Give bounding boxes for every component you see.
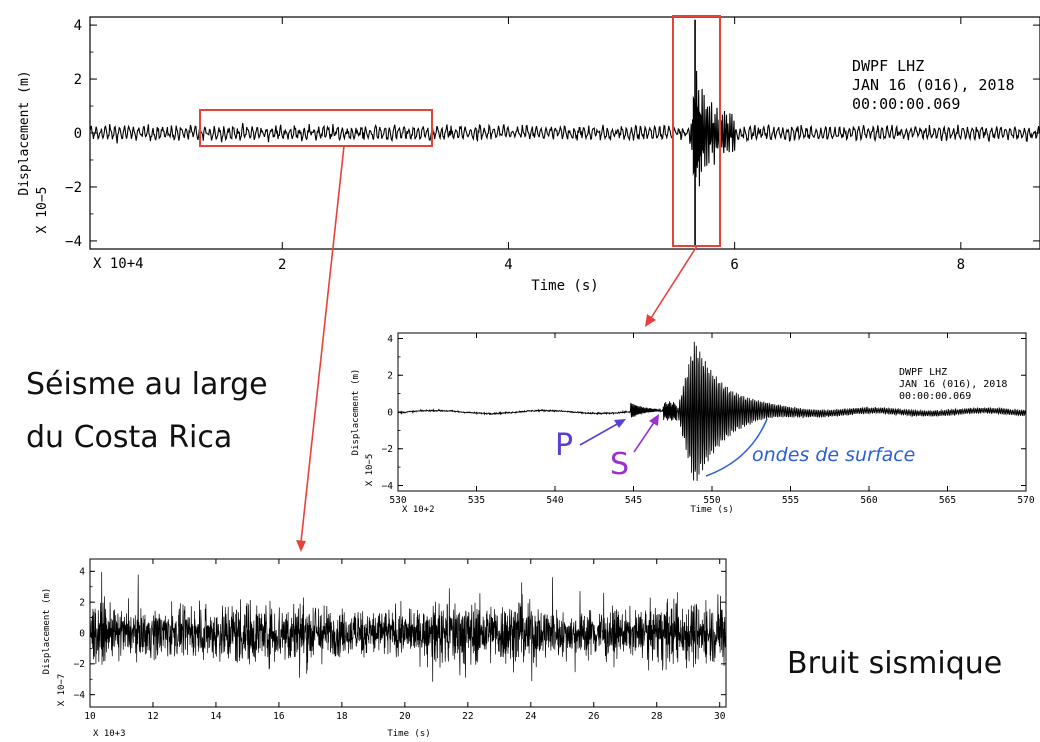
x-tick-label: 540 bbox=[546, 495, 563, 506]
y-tick-label: 2 bbox=[74, 72, 82, 88]
x-tick-label: 555 bbox=[782, 495, 799, 506]
s-wave-arrowhead bbox=[649, 414, 659, 426]
top-chart-ticks: −4 −2 0 2 4 2 4 6 8 bbox=[65, 17, 1040, 273]
top-chart-xlabel: Time (s) bbox=[531, 278, 598, 294]
p-wave-arrowhead bbox=[614, 419, 626, 428]
top-trace-line bbox=[89, 70, 1040, 187]
top-seismogram-chart: −4 −2 0 2 4 2 4 6 8 Displacement (m) X 10−5 X 10… bbox=[17, 15, 1040, 294]
x-tick-label: 560 bbox=[860, 495, 877, 506]
x-tick-label: 10 bbox=[84, 711, 96, 722]
top-chart-header-station: DWPF LHZ bbox=[852, 57, 924, 75]
noise-connector-arrowhead bbox=[296, 540, 306, 552]
connector-arrows bbox=[296, 145, 698, 552]
x-tick-label: 550 bbox=[703, 495, 720, 506]
y-tick-label: 2 bbox=[387, 371, 393, 382]
noise-trace-line bbox=[89, 571, 727, 682]
s-wave-label: S bbox=[610, 447, 629, 482]
y-tick-label: 4 bbox=[79, 567, 85, 578]
x-tick-label: 14 bbox=[210, 711, 222, 722]
y-tick-label: −4 bbox=[382, 481, 394, 492]
zoom-chart-trace bbox=[397, 341, 1027, 481]
noise-chart-xlabel: Time (s) bbox=[387, 729, 430, 739]
quake-connector-line bbox=[650, 245, 698, 319]
x-tick-label: 8 bbox=[957, 257, 965, 273]
y-tick-label: 4 bbox=[387, 334, 393, 345]
x-tick-label: 16 bbox=[273, 711, 285, 722]
zoom-chart-x-multiplier: X 10+2 bbox=[402, 505, 435, 515]
y-tick-label: −2 bbox=[65, 180, 82, 196]
zoomed-seismogram-chart: −4 −2 0 2 4 530 535 540 545 550 555 560 565 570 Displ… bbox=[351, 332, 1035, 515]
noise-highlight-box bbox=[199, 109, 433, 147]
p-wave-label: P bbox=[555, 428, 573, 463]
zoom-chart-ylabel: Displacement (m) bbox=[351, 369, 361, 456]
top-trace-burst bbox=[692, 95, 703, 177]
earthquake-caption-line1: Séisme au large bbox=[26, 367, 268, 402]
x-tick-label: 26 bbox=[588, 711, 600, 722]
y-tick-label: 0 bbox=[387, 407, 393, 418]
zoom-chart-y-multiplier: X 10−5 bbox=[365, 454, 375, 487]
p-wave-arrow bbox=[579, 422, 620, 446]
noise-caption: Bruit sismique bbox=[787, 646, 1002, 681]
y-tick-label: −4 bbox=[74, 690, 86, 701]
top-chart-ylabel: Displacement (m) bbox=[17, 70, 32, 195]
zoom-trace-line bbox=[397, 341, 1027, 481]
y-tick-label: −4 bbox=[65, 234, 82, 250]
surface-wave-label: ondes de surface bbox=[752, 444, 915, 466]
x-tick-label: 12 bbox=[147, 711, 158, 722]
x-tick-label: 24 bbox=[525, 711, 537, 722]
earthquake-caption-line2: du Costa Rica bbox=[26, 420, 232, 455]
x-tick-label: 4 bbox=[504, 257, 512, 273]
s-wave-arrow bbox=[633, 420, 656, 453]
zoom-chart-header-station: DWPF LHZ bbox=[899, 367, 947, 378]
noise-chart-y-multiplier: X 10−7 bbox=[57, 674, 67, 707]
noise-chart-x-multiplier: X 10+3 bbox=[93, 729, 126, 739]
x-tick-label: 565 bbox=[939, 495, 956, 506]
noise-chart-trace bbox=[89, 571, 727, 682]
x-tick-label: 6 bbox=[730, 257, 738, 273]
x-tick-label: 570 bbox=[1017, 495, 1034, 506]
zoom-chart-header-date: JAN 16 (016), 2018 bbox=[899, 379, 1007, 390]
quake-connector-arrowhead bbox=[645, 314, 656, 327]
x-tick-label: 545 bbox=[625, 495, 642, 506]
y-tick-label: 0 bbox=[79, 628, 85, 639]
top-chart-y-multiplier: X 10−5 bbox=[35, 187, 50, 234]
x-tick-label: 30 bbox=[714, 711, 726, 722]
x-tick-label: 530 bbox=[389, 495, 406, 506]
y-tick-label: 4 bbox=[74, 18, 82, 34]
x-tick-label: 18 bbox=[336, 711, 348, 722]
x-tick-label: 535 bbox=[468, 495, 485, 506]
y-tick-label: 2 bbox=[79, 597, 85, 608]
top-chart-header-time: 00:00:00.069 bbox=[852, 95, 960, 113]
zoom-chart-header-time: 00:00:00.069 bbox=[899, 391, 971, 402]
top-chart-trace bbox=[89, 19, 1040, 247]
x-tick-label: 2 bbox=[278, 257, 286, 273]
top-chart-header-date: JAN 16 (016), 2018 bbox=[852, 76, 1015, 94]
x-tick-label: 22 bbox=[462, 711, 473, 722]
y-tick-label: −2 bbox=[74, 659, 85, 670]
zoom-chart-ticks: −4 −2 0 2 4 530 535 540 545 550 555 560 565 570 bbox=[382, 333, 1035, 506]
y-tick-label: −2 bbox=[382, 444, 393, 455]
noise-connector-line bbox=[300, 145, 345, 543]
x-tick-label: 20 bbox=[399, 711, 411, 722]
x-tick-label: 28 bbox=[651, 711, 663, 722]
noise-chart-ylabel: Displacement (m) bbox=[42, 588, 52, 675]
surface-wave-arc bbox=[705, 418, 768, 477]
top-chart-x-multiplier: X 10+4 bbox=[93, 256, 144, 272]
zoom-chart-xlabel: Time (s) bbox=[690, 505, 733, 515]
y-tick-label: 0 bbox=[74, 126, 82, 142]
